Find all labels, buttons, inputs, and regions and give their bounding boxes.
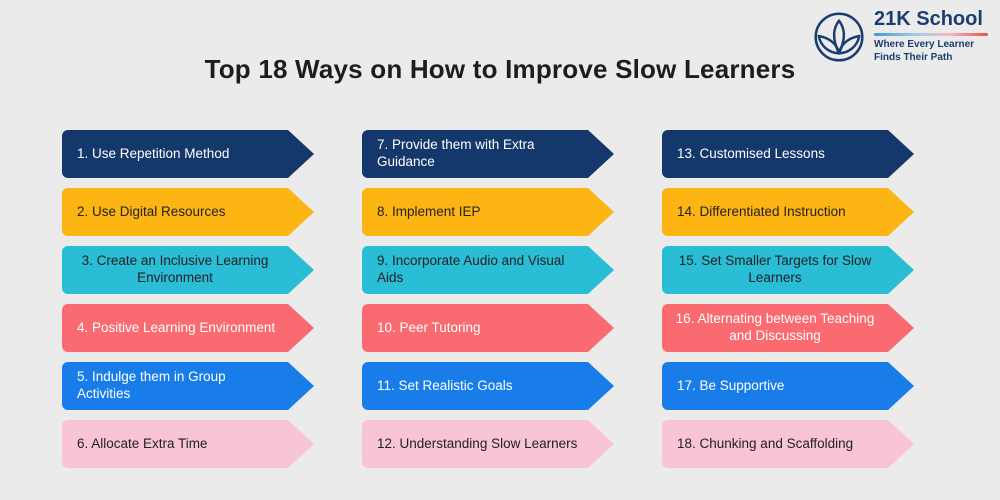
- list-item-body: 17. Be Supportive: [662, 362, 888, 410]
- list-item-label: 7. Provide them with Extra Guidance: [377, 137, 535, 169]
- logo-underline: [874, 33, 988, 36]
- list-item: 15. Set Smaller Targets for Slow Learner…: [662, 246, 914, 294]
- list-item-label: 4. Positive Learning Environment: [77, 319, 276, 335]
- list-item: 4. Positive Learning Environment: [62, 304, 314, 352]
- list-item-body: 11. Set Realistic Goals: [362, 362, 588, 410]
- list-item-label: 1. Use Repetition Method: [77, 145, 230, 161]
- list-item: 5. Indulge them in Group Activities: [62, 362, 314, 410]
- arrow-tip-icon: [888, 246, 914, 294]
- list-item-label: 3. Create an Inclusive Learning Environm…: [81, 253, 269, 285]
- list-item-body: 2. Use Digital Resources: [62, 188, 288, 236]
- list-item: 11. Set Realistic Goals: [362, 362, 614, 410]
- logo-tagline-line1: Where Every Learner: [874, 39, 975, 50]
- list-item: 2. Use Digital Resources: [62, 188, 314, 236]
- list-item-label: 8. Implement IEP: [377, 203, 481, 219]
- list-item: 10. Peer Tutoring: [362, 304, 614, 352]
- logo-tagline: Where Every Learner Finds Their Path: [874, 39, 988, 64]
- arrow-tip-icon: [288, 130, 314, 178]
- arrow-tip-icon: [288, 188, 314, 236]
- list-item: 18. Chunking and Scaffolding: [662, 420, 914, 468]
- lotus-icon: [814, 11, 864, 62]
- arrow-tip-icon: [588, 420, 614, 468]
- list-item: 9. Incorporate Audio and Visual Aids: [362, 246, 614, 294]
- arrow-tip-icon: [588, 130, 614, 178]
- column-1: 1. Use Repetition Method 2. Use Digital …: [62, 130, 314, 468]
- list-item-body: 13. Customised Lessons: [662, 130, 888, 178]
- list-item-body: 12. Understanding Slow Learners: [362, 420, 588, 468]
- arrow-tip-icon: [588, 304, 614, 352]
- list-item-label: 2. Use Digital Resources: [77, 203, 226, 219]
- arrow-grid: 1. Use Repetition Method 2. Use Digital …: [62, 130, 914, 468]
- arrow-tip-icon: [888, 420, 914, 468]
- list-item: 17. Be Supportive: [662, 362, 914, 410]
- list-item-label: 15. Set Smaller Targets for Slow Learner…: [678, 253, 872, 285]
- list-item: 13. Customised Lessons: [662, 130, 914, 178]
- arrow-tip-icon: [888, 362, 914, 410]
- page-title: Top 18 Ways on How to Improve Slow Learn…: [204, 54, 796, 84]
- list-item-label: 11. Set Realistic Goals: [377, 377, 513, 393]
- logo-tagline-line2: Finds Their Path: [874, 51, 953, 63]
- list-item-body: 10. Peer Tutoring: [362, 304, 588, 352]
- list-item: 16. Alternating between Teaching and Dis…: [662, 304, 914, 352]
- list-item-body: 14. Differentiated Instruction: [662, 188, 888, 236]
- arrow-tip-icon: [888, 130, 914, 178]
- list-item-label: 16. Alternating between Teaching and Dis…: [675, 311, 875, 343]
- list-item-label: 5. Indulge them in Group Activities: [77, 369, 226, 401]
- list-item-body: 3. Create an Inclusive Learning Environm…: [62, 246, 288, 294]
- arrow-tip-icon: [288, 304, 314, 352]
- list-item: 1. Use Repetition Method: [62, 130, 314, 178]
- arrow-tip-icon: [588, 362, 614, 410]
- logo-name: 21K School: [874, 8, 983, 30]
- logo: 21K School Where Every Learner Finds The…: [813, 9, 988, 64]
- list-item: 7. Provide them with Extra Guidance: [362, 130, 614, 178]
- arrow-tip-icon: [288, 362, 314, 410]
- list-item: 6. Allocate Extra Time: [62, 420, 314, 468]
- column-3: 13. Customised Lessons 14. Differentiate…: [662, 130, 914, 468]
- list-item: 14. Differentiated Instruction: [662, 188, 914, 236]
- list-item: 3. Create an Inclusive Learning Environm…: [62, 246, 314, 294]
- list-item-body: 1. Use Repetition Method: [62, 130, 288, 178]
- logo-text: 21K School Where Every Learner Finds The…: [874, 9, 988, 64]
- list-item-body: 15. Set Smaller Targets for Slow Learner…: [662, 246, 888, 294]
- list-item-body: 4. Positive Learning Environment: [62, 304, 288, 352]
- list-item-body: 7. Provide them with Extra Guidance: [362, 130, 588, 178]
- arrow-tip-icon: [288, 246, 314, 294]
- list-item-body: 5. Indulge them in Group Activities: [62, 362, 288, 410]
- list-item: 8. Implement IEP: [362, 188, 614, 236]
- list-item-label: 9. Incorporate Audio and Visual Aids: [377, 253, 565, 285]
- column-2: 7. Provide them with Extra Guidance 8. I…: [362, 130, 614, 468]
- list-item-label: 12. Understanding Slow Learners: [377, 435, 578, 451]
- list-item-body: 8. Implement IEP: [362, 188, 588, 236]
- arrow-tip-icon: [888, 304, 914, 352]
- list-item-label: 10. Peer Tutoring: [377, 319, 481, 335]
- list-item-body: 16. Alternating between Teaching and Dis…: [662, 304, 888, 352]
- list-item-body: 6. Allocate Extra Time: [62, 420, 288, 468]
- list-item: 12. Understanding Slow Learners: [362, 420, 614, 468]
- arrow-tip-icon: [588, 246, 614, 294]
- list-item-label: 6. Allocate Extra Time: [77, 435, 208, 451]
- arrow-tip-icon: [288, 420, 314, 468]
- list-item-label: 17. Be Supportive: [677, 377, 785, 393]
- list-item-label: 14. Differentiated Instruction: [677, 203, 846, 219]
- list-item-label: 13. Customised Lessons: [677, 145, 825, 161]
- list-item-body: 18. Chunking and Scaffolding: [662, 420, 888, 468]
- arrow-tip-icon: [888, 188, 914, 236]
- list-item-label: 18. Chunking and Scaffolding: [677, 435, 854, 451]
- list-item-body: 9. Incorporate Audio and Visual Aids: [362, 246, 588, 294]
- arrow-tip-icon: [588, 188, 614, 236]
